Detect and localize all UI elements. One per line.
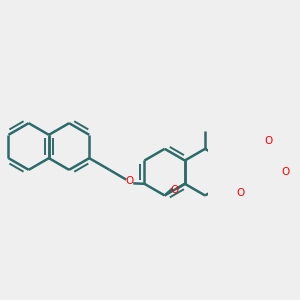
Text: O: O: [126, 176, 134, 187]
Text: O: O: [282, 167, 290, 177]
Text: O: O: [171, 185, 179, 195]
Text: O: O: [264, 136, 272, 146]
Text: O: O: [236, 188, 244, 198]
